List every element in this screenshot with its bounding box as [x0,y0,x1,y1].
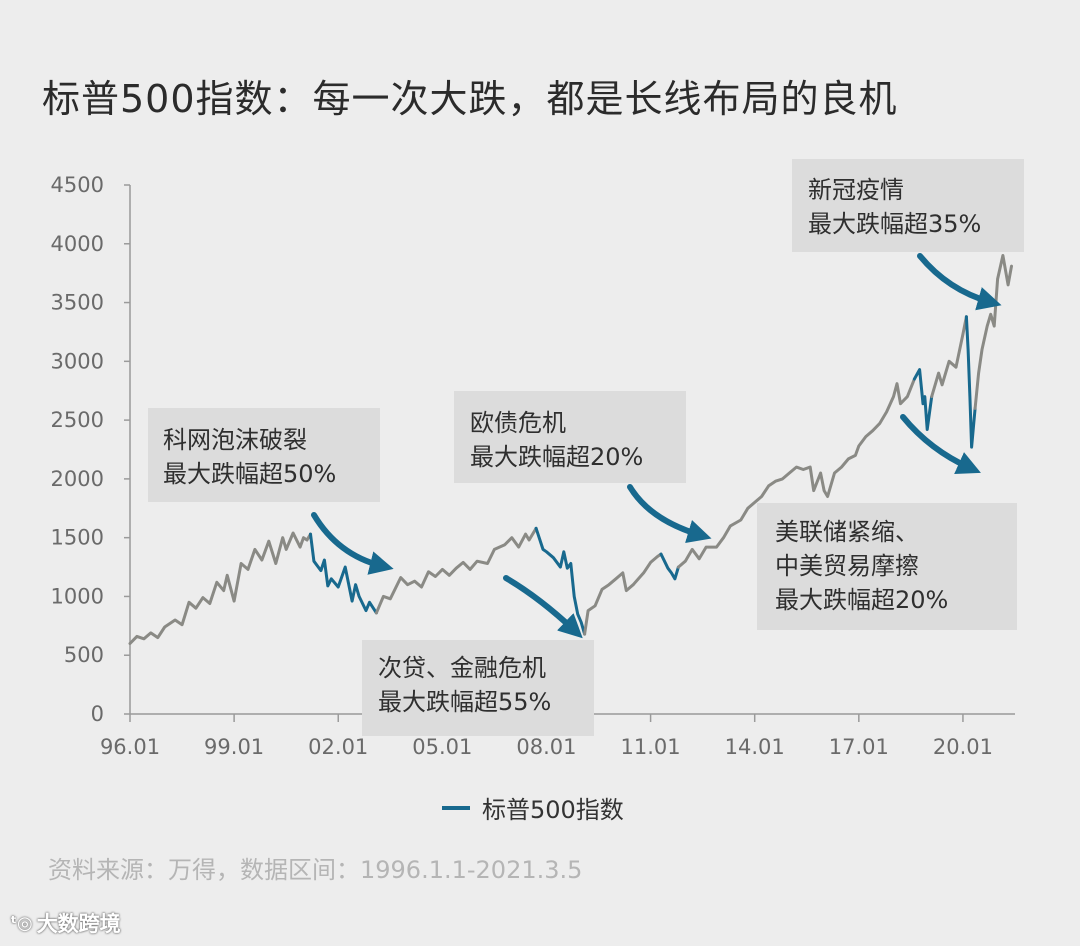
axes: 0 500 1000 1500 2000 2500 3000 3500 4000 4500 96.0… [51,173,1015,759]
y-tick-label: 4000 [51,232,104,256]
annotation-box [148,408,380,502]
annotation-text: 科网泡沫破裂 [163,426,307,454]
series-segment [309,532,378,615]
watermark-text: 大数跨境 [36,912,121,936]
series-segment [973,254,1013,410]
annotation-arrow [900,414,981,475]
watermark: ᵗ◎ 大数跨境 [10,908,121,938]
x-tick-label: 02.01 [308,735,368,759]
annotation-text: 美联储紧缩、 [775,518,919,546]
y-tick-label: 0 [91,702,104,726]
annotation-text: 欧债危机 [470,409,566,437]
page-title: 标普500指数：每一次大跌，都是长线布局的良机 [42,77,898,121]
y-tick-label: 1500 [51,526,104,550]
y-tick-label: 3000 [51,349,104,373]
x-tick-label: 14.01 [725,735,785,759]
legend-label: 标普500指数 [482,796,624,824]
source-note: 资料来源：万得，数据区间：1996.1.1-2021.3.5 [48,856,583,884]
series-segment [583,552,663,636]
annotation-text: 最大跌幅超35% [808,210,981,238]
series-segment [912,368,934,431]
legend: 标普500指数 [442,790,624,825]
annotation-arrow [627,484,712,544]
watermark-logo-icon: ᵗ◎ [10,912,33,934]
series-segment [676,377,916,569]
series-segment [964,315,977,449]
annotation-text: 最大跌幅超20% [470,443,643,471]
annotation-text: 中美贸易摩擦 [775,552,919,580]
series-segment [374,526,538,615]
series-segment [128,531,312,645]
y-tick-label: 1000 [51,584,104,608]
annotation-box [792,159,1024,252]
legend-swatch [442,805,470,810]
x-tick-label: 05.01 [412,735,472,759]
y-tick-label: 500 [64,643,104,667]
x-tick-label: 17.01 [829,735,889,759]
series-segment [659,552,680,581]
annotation-text: 最大跌幅超50% [163,460,336,488]
annotations: 科网泡沫破裂最大跌幅超50%次贷、金融危机最大跌幅超55%欧债危机最大跌幅超20… [148,159,1024,736]
annotation-box [362,640,594,736]
annotation-arrow [917,253,1002,311]
series-segment [930,315,968,399]
x-tick-label: 99.01 [204,735,264,759]
y-tick-label: 4500 [51,173,104,197]
y-tick-label: 2000 [51,467,104,491]
x-tick-label: 08.01 [516,735,576,759]
y-tick-label: 3500 [51,291,104,315]
x-tick-label: 20.01 [933,735,993,759]
annotation-arrow [503,575,583,639]
annotation-box [454,391,686,483]
annotation-arrow [311,512,394,575]
annotation-text: 次贷、金融危机 [378,654,546,682]
annotation-text: 最大跌幅超20% [775,586,948,614]
annotation-text: 新冠疫情 [808,176,904,204]
annotation-box [757,503,1017,630]
x-tick-label: 11.01 [621,735,681,759]
y-tick-label: 2500 [51,408,104,432]
x-tick-label: 96.01 [100,735,160,759]
annotation-text: 最大跌幅超55% [378,688,551,716]
